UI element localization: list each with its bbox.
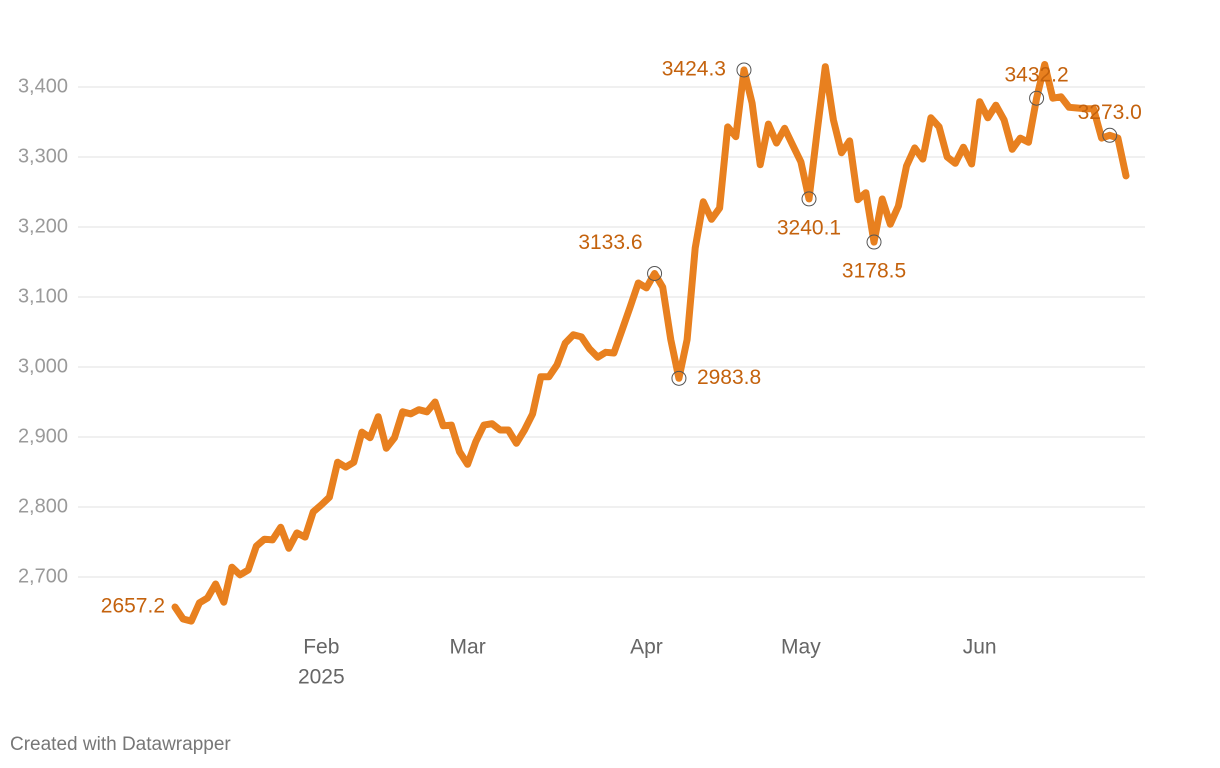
value-label: 3178.5	[842, 260, 906, 283]
value-label: 3424.3	[662, 58, 726, 81]
value-label: 2657.2	[101, 595, 165, 618]
y-tick-label: 2,900	[18, 425, 68, 447]
y-tick-label: 3,100	[18, 285, 68, 307]
footer: Created with Datawrapper	[10, 734, 231, 755]
y-tick-label: 3,400	[18, 75, 68, 97]
x-tick-label: Apr	[630, 636, 663, 659]
value-label: 3432.2	[1004, 64, 1068, 87]
annotation-marker	[736, 62, 752, 78]
y-tick-label: 3,000	[18, 355, 68, 377]
x-tick-label: Feb	[303, 636, 339, 659]
annotation-marker	[1029, 90, 1045, 106]
y-tick-label: 3,200	[18, 215, 68, 237]
annotation-marker	[647, 265, 663, 281]
annotation-marker	[801, 191, 817, 207]
value-label: 2983.8	[697, 366, 761, 389]
x-tick-label: May	[781, 636, 821, 659]
line	[171, 61, 1130, 625]
x-tick-label: Mar	[450, 636, 486, 659]
value-label: 3240.1	[777, 216, 841, 239]
value-label: 3273.0	[1078, 101, 1142, 124]
x-year-label: 2025	[298, 666, 345, 689]
value-label: 3133.6	[578, 231, 642, 254]
y-tick-label: 2,800	[18, 495, 68, 517]
y-tick-label: 2,700	[18, 565, 68, 587]
annotation-marker	[1102, 127, 1118, 143]
annotation-marker	[671, 370, 687, 386]
y-tick-label: 3,300	[18, 145, 68, 167]
x-tick-label: Jun	[963, 636, 997, 659]
annotation-marker	[866, 234, 882, 250]
